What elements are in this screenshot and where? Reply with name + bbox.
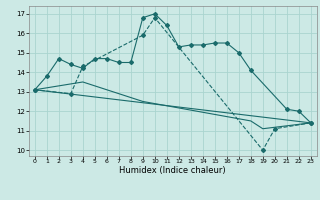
X-axis label: Humidex (Indice chaleur): Humidex (Indice chaleur) xyxy=(119,166,226,175)
